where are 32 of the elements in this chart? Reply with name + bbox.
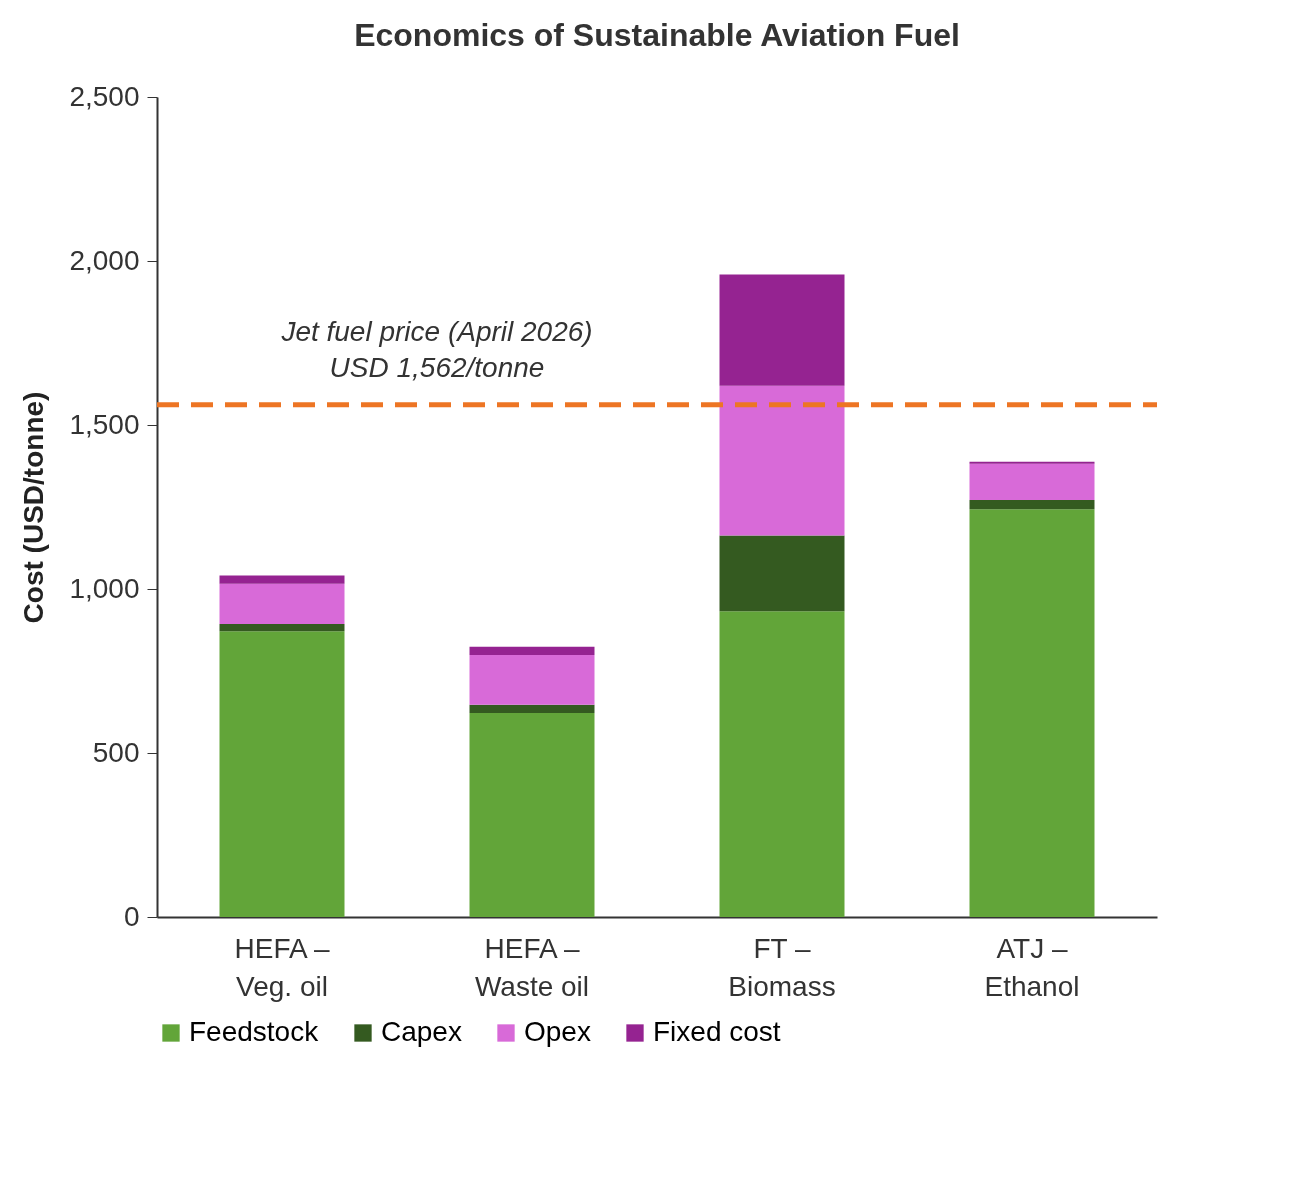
bar bbox=[469, 704, 595, 713]
legend-label: Fixed cost bbox=[653, 1016, 781, 1047]
chart-title: Economics of Sustainable Aviation Fuel bbox=[354, 17, 960, 53]
y-tick-label: 0 bbox=[123, 900, 140, 932]
bar bbox=[719, 274, 845, 386]
y-tick-label: 500 bbox=[92, 736, 140, 768]
bar bbox=[219, 624, 345, 632]
bar bbox=[969, 500, 1095, 510]
bar bbox=[719, 535, 845, 612]
bar bbox=[719, 611, 845, 917]
bar bbox=[469, 654, 595, 705]
x-tick-label: ATJ – Ethanol bbox=[984, 932, 1080, 1002]
bar bbox=[469, 712, 595, 917]
y-tick-label: 1,500 bbox=[69, 408, 140, 440]
bar bbox=[219, 583, 345, 625]
y-axis-title: Cost (USD/tonne) bbox=[18, 391, 50, 624]
bar bbox=[969, 509, 1095, 917]
x-tick-label: FT – Biomass bbox=[728, 932, 836, 1002]
bar bbox=[969, 463, 1095, 501]
legend-label: Opex bbox=[524, 1016, 591, 1047]
bar bbox=[719, 385, 845, 536]
x-tick-label: HEFA – Veg. oil bbox=[234, 932, 330, 1002]
y-tick-label: 1,000 bbox=[69, 572, 140, 604]
y-tick-label: 2,500 bbox=[69, 80, 140, 112]
legend-label: Capex bbox=[381, 1016, 462, 1047]
bar bbox=[469, 646, 595, 655]
bar bbox=[219, 575, 345, 584]
ref-line-label: Jet fuel price (April 2026) USD 1,562/tonne bbox=[280, 315, 593, 383]
x-tick-label: HEFA – Waste oil bbox=[474, 932, 590, 1002]
y-tick-label: 2,000 bbox=[69, 244, 140, 276]
legend-label: Feedstock bbox=[189, 1016, 320, 1047]
bar bbox=[219, 631, 345, 917]
